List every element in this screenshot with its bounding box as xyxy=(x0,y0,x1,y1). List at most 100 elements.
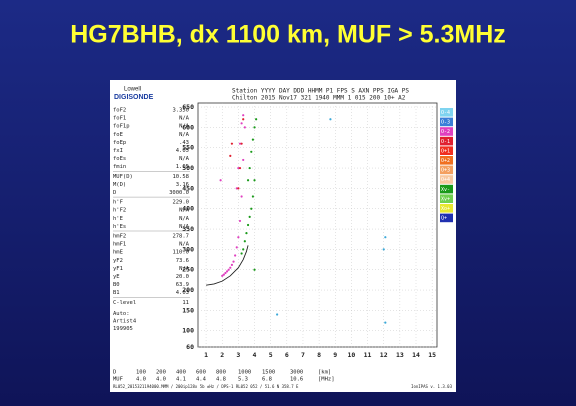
x-tick-label: 2 xyxy=(220,351,224,359)
legend-label: O-3 xyxy=(441,120,450,126)
ionogram-panel xyxy=(110,80,456,392)
footer-text: RL052_2015321194000.MMM / 200ip128x 5b ±… xyxy=(113,384,299,389)
echo-point xyxy=(227,268,230,271)
param-name: h'E xyxy=(113,216,123,222)
param-value: 11 xyxy=(182,300,189,306)
param-name: yF1 xyxy=(113,266,123,272)
echo-point xyxy=(232,260,235,263)
param-name: B1 xyxy=(113,290,120,296)
muf-table-cell: 1500 xyxy=(262,370,275,376)
legend-chip xyxy=(440,156,453,165)
plot-frame xyxy=(197,102,438,348)
echo-point xyxy=(238,142,242,145)
param-name: foEp xyxy=(113,140,126,146)
param-name: foF1p xyxy=(113,124,130,130)
param-value: N/A xyxy=(179,116,190,122)
param-value: .43 xyxy=(179,140,189,146)
param-value: N/A xyxy=(179,132,190,138)
x-tick-label: 5 xyxy=(269,351,273,359)
echo-point xyxy=(240,142,243,145)
x-tick-label: 1 xyxy=(204,351,208,359)
legend-label: Q+ xyxy=(441,216,447,222)
echo-point xyxy=(248,215,251,218)
echo-point xyxy=(329,118,332,121)
legend-chip xyxy=(440,213,453,223)
legend-chip xyxy=(440,136,453,146)
echo-point xyxy=(242,248,245,251)
param-name: C-level xyxy=(113,300,136,306)
x-tick-label: 8 xyxy=(317,351,321,359)
param-value: 3.16 xyxy=(176,182,189,188)
y-tick-label: 150 xyxy=(182,306,194,314)
legend-label: O-2 xyxy=(441,129,450,135)
legend-label: O-1 xyxy=(441,139,450,145)
param-value: 4.05 xyxy=(176,148,189,154)
param-value: N/A xyxy=(179,156,190,162)
echo-point xyxy=(253,179,256,182)
echo-point xyxy=(224,271,227,275)
param-name: yE xyxy=(113,274,120,280)
muf-table-cell: 5.3 xyxy=(238,377,248,383)
echo-point xyxy=(246,179,250,182)
muf-table-cell: [km] xyxy=(318,370,331,376)
echo-point xyxy=(234,254,237,257)
param-name: hmF2 xyxy=(113,234,126,240)
header-line: Chilton 2015 Nov17 321 1940 MMM 1 015 20… xyxy=(232,95,406,102)
legend-chip xyxy=(440,146,453,155)
param-value: 63.9 xyxy=(176,282,189,288)
param-value: N/A xyxy=(179,124,190,130)
y-tick-label: 200 xyxy=(182,286,194,294)
x-tick-label: 6 xyxy=(285,351,289,359)
legend-label: O+4 xyxy=(441,177,450,183)
legend-label: O+2 xyxy=(441,158,450,164)
legend-label: O-4 xyxy=(441,110,450,116)
legend-chip xyxy=(440,194,453,203)
y-tick-label: 60 xyxy=(186,343,194,351)
echo-point xyxy=(242,158,245,162)
y-tick-label: 350 xyxy=(182,225,194,233)
echo-point xyxy=(253,268,256,271)
param-value: N/A xyxy=(179,208,190,214)
x-tick-label: 10 xyxy=(347,351,355,359)
echo-point xyxy=(235,187,238,190)
y-tick-label: 250 xyxy=(182,266,194,274)
footer-text: IonIPAS v. 1.3.03 xyxy=(411,384,453,389)
legend-chip xyxy=(440,184,453,194)
muf-table-cell: 4.8 xyxy=(216,377,226,383)
muf-table-cell: [MHz] xyxy=(318,377,335,383)
echo-point xyxy=(253,126,256,129)
slide-title: HG7BHB, dx 1100 km, MUF > 5.3MHz xyxy=(70,21,506,49)
echo-point xyxy=(230,142,234,145)
y-tick-label: 650 xyxy=(182,103,194,111)
legend-label: O+1 xyxy=(441,148,450,154)
x-tick-label: 11 xyxy=(364,351,372,359)
echo-point xyxy=(229,154,232,157)
autoscaling-line: Artist4 xyxy=(113,318,137,324)
legend-label: Xv+ xyxy=(441,196,450,202)
param-value: 278.7 xyxy=(172,234,189,240)
y-tick-label: 400 xyxy=(182,205,194,213)
muf-table-cell: 4.0 xyxy=(136,377,146,383)
param-name: hmF1 xyxy=(113,242,126,248)
echo-point xyxy=(276,313,279,316)
param-value: N/A xyxy=(179,266,190,272)
echo-point xyxy=(222,273,225,276)
logo-line: DIGISONDE xyxy=(114,94,154,101)
muf-table-cell: 4.4 xyxy=(196,377,207,383)
echo-point xyxy=(251,195,255,198)
param-name: h'F2 xyxy=(113,208,126,214)
param-name: foF2 xyxy=(113,108,126,114)
echo-point xyxy=(255,118,258,121)
echo-point xyxy=(225,270,229,273)
muf-table-cell: 4.1 xyxy=(176,377,186,383)
muf-table-cell: 1000 xyxy=(238,370,251,376)
muf-table-cell: 400 xyxy=(176,370,186,376)
legend-chip xyxy=(440,108,453,117)
param-value: 110.0 xyxy=(172,250,189,256)
muf-table-cell: 800 xyxy=(216,370,226,376)
param-name: foE xyxy=(113,132,123,138)
y-tick-label: 500 xyxy=(182,164,194,172)
param-value: 3000.0 xyxy=(169,190,189,196)
x-tick-label: 15 xyxy=(428,351,436,359)
